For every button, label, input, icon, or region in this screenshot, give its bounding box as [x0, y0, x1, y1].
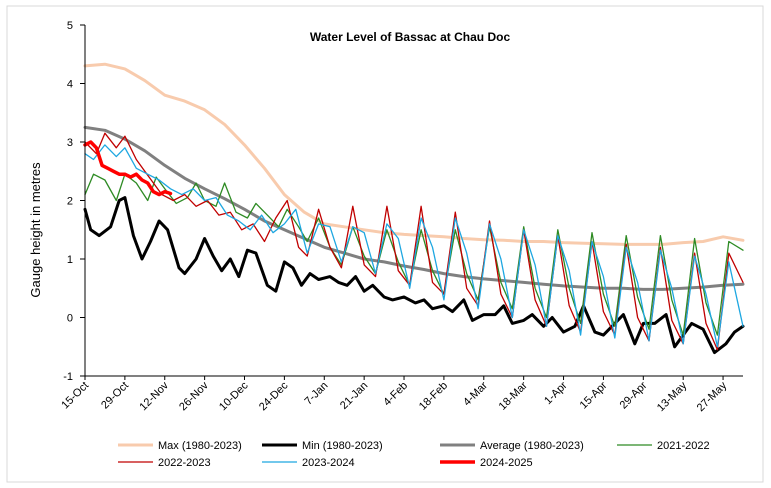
- y-tick-label: 3: [67, 137, 73, 149]
- legend-label-3: Average (1980-2023): [480, 440, 584, 452]
- legend-label-1: Max (1980-2023): [158, 440, 242, 452]
- legend-label-2: Min (1980-2023): [302, 440, 383, 452]
- legend: Max (1980-2023) Min (1980-2023) Average (1…: [118, 440, 710, 469]
- y-tick-label: 1: [67, 254, 73, 266]
- chart-title: Water Level of Bassac at Chau Doc: [310, 30, 511, 44]
- plot-area: [83, 62, 745, 355]
- y-tick-label: 2: [67, 196, 73, 208]
- y-axis-title: Gauge height in metres: [28, 162, 43, 298]
- legend-label-7: 2024-2025: [480, 457, 533, 469]
- y-tick-label: -1: [63, 371, 73, 383]
- legend-label-4: 2021-2022: [657, 440, 710, 452]
- series-line-7: [83, 140, 173, 197]
- series-line-1: [83, 62, 745, 246]
- y-tick-label: 4: [67, 79, 73, 91]
- legend-label-6: 2023-2024: [302, 457, 355, 469]
- series-line-6: [84, 144, 744, 348]
- series-line-5: [84, 132, 744, 351]
- y-tick-label: 0: [67, 313, 73, 325]
- y-tick-label: 5: [67, 20, 73, 32]
- series-line-2: [83, 196, 745, 355]
- legend-label-5: 2022-2023: [158, 457, 211, 469]
